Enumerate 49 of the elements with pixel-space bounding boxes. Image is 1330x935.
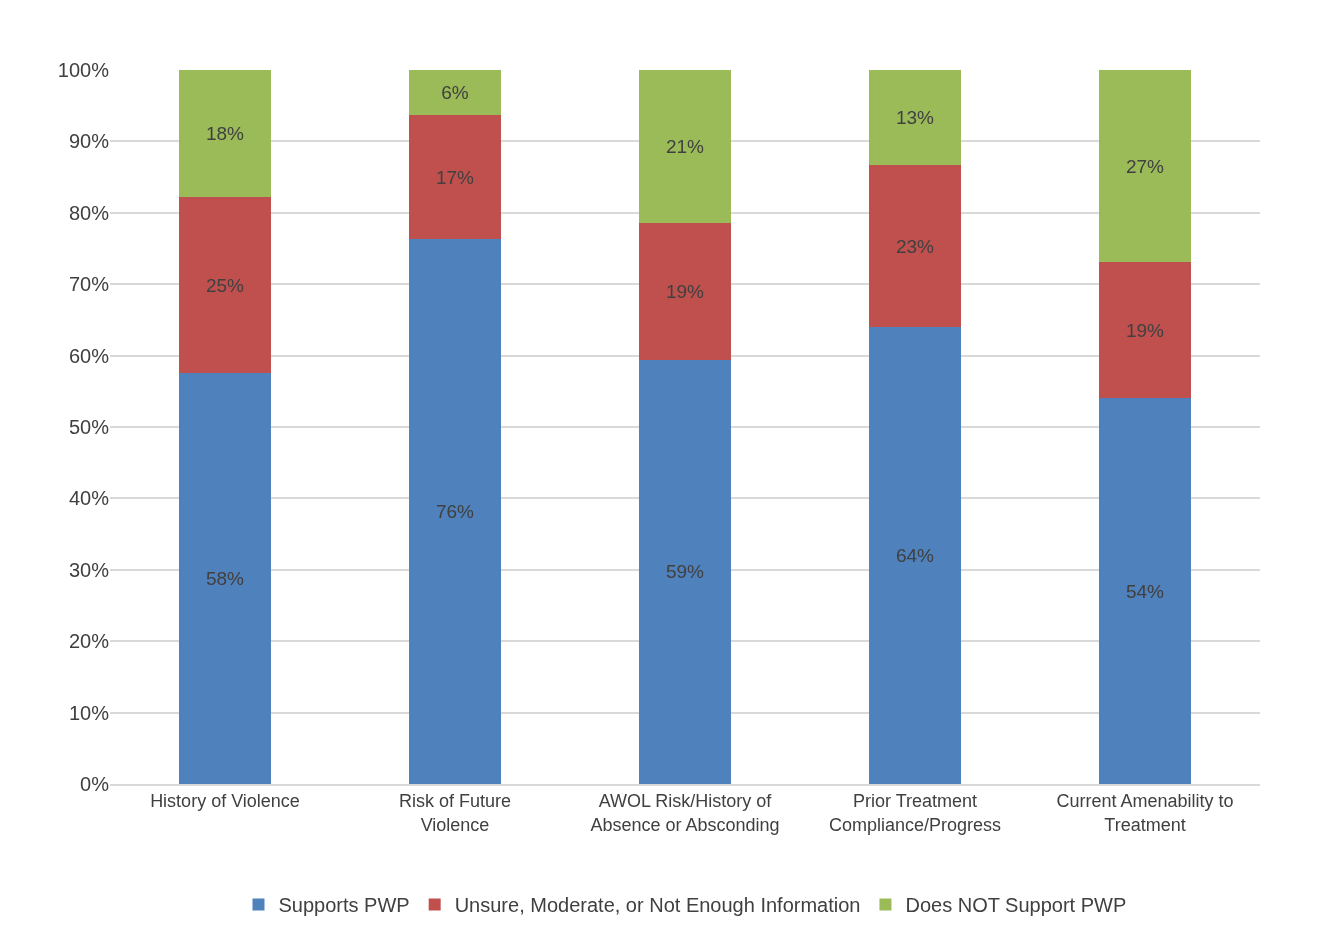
y-tick-label: 80% <box>68 201 110 224</box>
bar <box>1099 262 1191 399</box>
y-tick-label: 0% <box>80 773 110 795</box>
data-label: 13% <box>895 106 935 128</box>
legend-label: Unsure, Moderate, or Not Enough Information <box>454 894 861 917</box>
data-label: 54% <box>1125 580 1165 602</box>
y-tick-label: 100% <box>57 59 110 81</box>
x-tick-label: Risk of Future Violence <box>398 791 512 835</box>
y-tick-label: 20% <box>68 630 110 653</box>
bar <box>409 114 501 240</box>
data-label: 19% <box>665 280 705 302</box>
y-tick-label: 50% <box>68 416 110 438</box>
bar <box>409 239 501 784</box>
bar <box>409 70 501 115</box>
data-label: 76% <box>435 501 475 523</box>
data-label: 58% <box>205 568 245 590</box>
x-tick-label: History of Violence <box>150 791 300 812</box>
data-label: 64% <box>895 545 935 567</box>
data-label: 6% <box>441 81 469 103</box>
bar <box>869 327 961 784</box>
y-tick-label: 60% <box>68 344 110 367</box>
legend-label: Supports PWP <box>278 894 410 917</box>
bar <box>639 70 731 223</box>
bar <box>179 70 271 198</box>
data-label: 21% <box>665 135 705 157</box>
bar <box>869 70 961 165</box>
y-tick-label: 30% <box>68 558 110 581</box>
bar <box>869 164 961 328</box>
data-label: 17% <box>435 166 475 188</box>
x-tick-label: Current Amenability to Treatment <box>1056 791 1234 835</box>
legend-label: Does NOT Support PWP <box>905 894 1127 917</box>
bar <box>1099 70 1191 263</box>
bar <box>639 222 731 360</box>
data-label: 23% <box>895 235 935 257</box>
data-label: 27% <box>1125 155 1165 177</box>
data-label: 18% <box>205 123 245 145</box>
bar <box>1099 398 1191 784</box>
bar <box>179 373 271 784</box>
x-tick-label: AWOL Risk/History of Absence or Absconding <box>590 791 780 835</box>
bar <box>639 359 731 784</box>
data-label: 25% <box>205 274 245 296</box>
y-tick-label: 40% <box>68 487 110 510</box>
data-label: 19% <box>1125 319 1165 341</box>
x-tick-label: Prior Treatment Compliance/Progress <box>828 791 1002 835</box>
data-label: 59% <box>665 561 705 583</box>
y-tick-label: 70% <box>68 273 110 296</box>
y-tick-label: 90% <box>68 130 110 153</box>
y-tick-label: 10% <box>68 701 110 724</box>
bar <box>179 197 271 374</box>
